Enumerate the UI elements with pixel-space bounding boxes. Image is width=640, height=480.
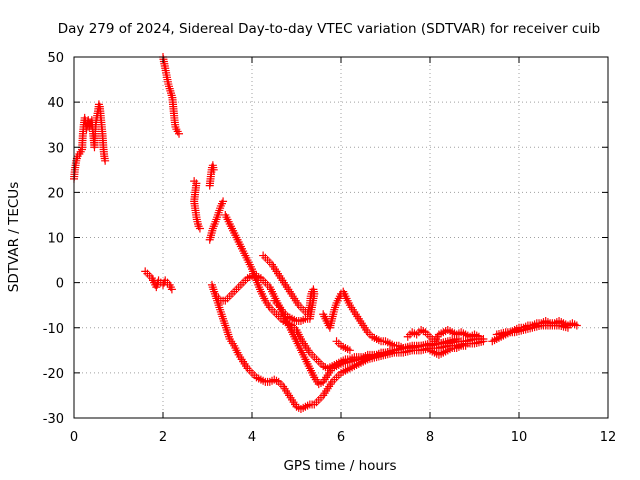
x-axis-label: GPS time / hours — [283, 458, 396, 474]
x-tick-label: 0 — [70, 430, 78, 445]
data-point — [572, 321, 581, 330]
y-tick-label: 10 — [47, 232, 64, 247]
x-tick-label: 6 — [337, 430, 345, 445]
data-point — [209, 165, 218, 174]
y-tick-label: 0 — [56, 277, 64, 292]
data-point — [195, 224, 204, 233]
y-tick-label: 30 — [47, 141, 64, 156]
data-point — [563, 323, 572, 332]
y-axis-label: SDTVAR / TECUs — [6, 182, 22, 292]
data-point — [270, 296, 279, 305]
data-marks — [70, 53, 581, 413]
data-point — [345, 346, 354, 355]
y-tick-label: 50 — [47, 51, 64, 66]
data-point — [399, 344, 408, 353]
data-point — [101, 156, 110, 165]
y-tick-label: -10 — [43, 322, 64, 337]
y-tick-label: 40 — [47, 96, 64, 111]
data-point — [219, 197, 228, 206]
x-tick-label: 10 — [511, 430, 528, 445]
axis-ticks: 0 2 4 6 8 10 12 -30 -20 -10 0 10 20 30 40 50 — [43, 51, 617, 445]
data-point — [461, 341, 470, 350]
chart-title: Day 279 of 2024, Sidereal Day-to-day VTE… — [58, 21, 600, 37]
x-tick-label: 8 — [426, 430, 434, 445]
y-tick-label: -30 — [43, 412, 64, 427]
data-point — [474, 332, 483, 341]
y-tick-label: -20 — [43, 367, 64, 382]
data-point — [175, 129, 184, 138]
x-tick-label: 4 — [248, 430, 256, 445]
x-tick-label: 12 — [600, 430, 617, 445]
x-tick-label: 2 — [159, 430, 167, 445]
data-point — [479, 337, 488, 346]
y-tick-label: 20 — [47, 186, 64, 201]
data-point — [167, 285, 176, 294]
